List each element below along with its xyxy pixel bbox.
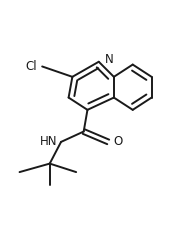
- Text: O: O: [113, 135, 123, 148]
- Text: HN: HN: [40, 135, 57, 148]
- Text: N: N: [105, 53, 113, 66]
- Text: Cl: Cl: [26, 60, 37, 73]
